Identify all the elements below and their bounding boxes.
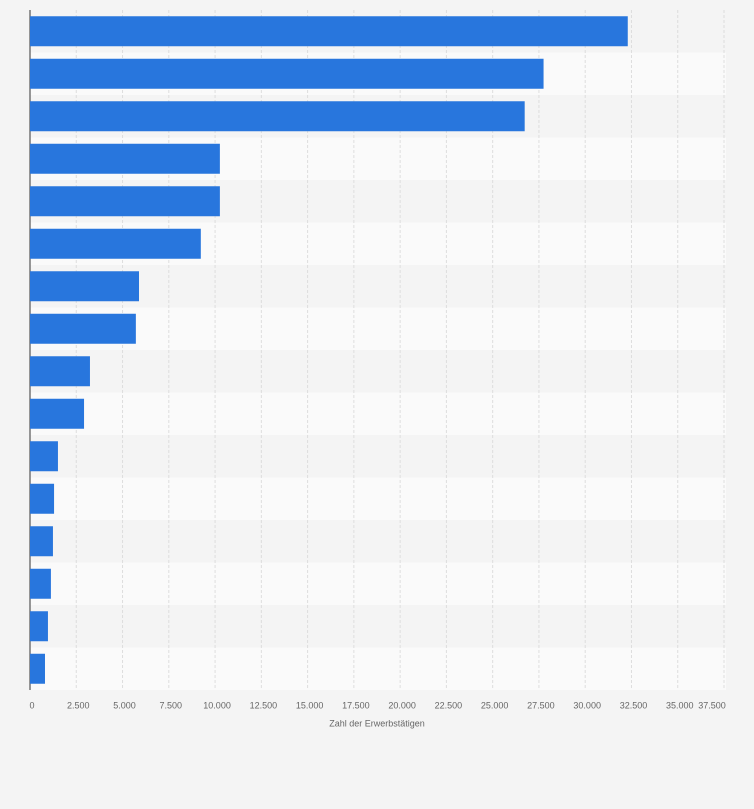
x-tick-label: 15.000 [296,700,324,710]
row-stripe [30,477,726,520]
x-tick-label: 0 [29,700,34,710]
row-stripe [30,520,726,563]
x-tick-label: 20.000 [388,700,416,710]
x-tick-label: 30.000 [573,700,601,710]
bar [30,101,525,132]
row-stripe [30,605,726,648]
bar [30,356,90,387]
bar [30,483,55,514]
bar [30,568,51,599]
row-stripe [30,307,726,350]
bar [30,16,628,47]
bar [30,441,58,472]
bar [30,271,140,302]
bar [30,653,45,684]
x-tick-label: 35.000 [666,700,694,710]
x-tick-label: 25.000 [481,700,509,710]
bar [30,398,85,429]
row-stripe [30,435,726,478]
row-stripe [30,392,726,435]
x-tick-label: 17.500 [342,700,370,710]
row-stripe [30,265,726,308]
bar [30,611,48,642]
row-stripe [30,562,726,605]
x-axis-label: Zahl der Erwerbstätigen [329,718,425,728]
x-tick-label: 2.500 [67,700,90,710]
bar [30,228,201,259]
x-tick-label: 27.500 [527,700,555,710]
bar [30,58,544,89]
row-stripe [30,350,726,393]
bar [30,526,53,557]
x-tick-label: 10.000 [203,700,231,710]
row-stripe [30,647,726,690]
x-tick-label: 22.500 [435,700,463,710]
x-tick-label: 7.500 [160,700,183,710]
bar [30,313,136,344]
x-tick-label: 37.500 [698,700,726,710]
x-tick-label: 12.500 [250,700,278,710]
x-tick-label: 5.000 [113,700,136,710]
x-tick-label: 32.500 [620,700,648,710]
bar [30,143,220,174]
bar [30,186,220,217]
